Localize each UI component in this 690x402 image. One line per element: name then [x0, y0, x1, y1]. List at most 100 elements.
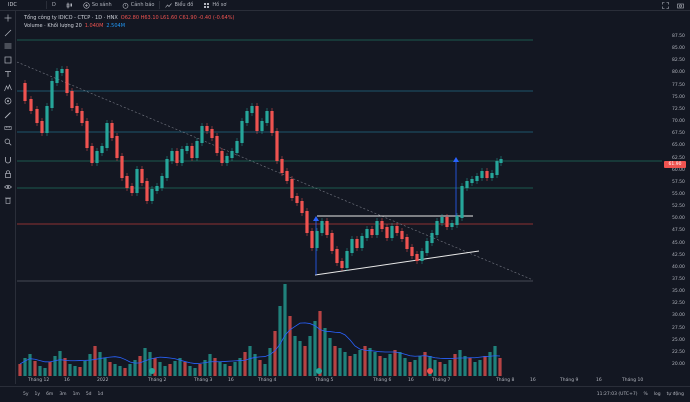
candle [135, 169, 139, 193]
lock-icon[interactable] [4, 170, 12, 178]
volume-bar [28, 354, 32, 376]
indicators-icon [165, 2, 173, 8]
volume-bar [423, 352, 427, 376]
eye-icon[interactable] [4, 183, 12, 191]
brush-icon[interactable] [4, 111, 12, 119]
volume-bar [33, 361, 37, 376]
auto-toggle[interactable]: tự động [666, 392, 684, 397]
candle [345, 251, 349, 268]
shape-icon[interactable] [4, 56, 12, 64]
event-marker[interactable] [149, 368, 155, 374]
volume-bar [288, 316, 292, 376]
candle [415, 254, 419, 261]
candle [185, 146, 189, 151]
indicators-button[interactable]: Biểu đồ [160, 0, 198, 11]
top-toolbar: IDC D So sánh Cảnh báo Biểu đồ Hồ sơ [0, 0, 690, 11]
time-axis-label: 2022 [97, 378, 109, 383]
prediction-icon[interactable] [4, 97, 12, 105]
price-axis-label: 27.50 [672, 325, 685, 331]
time-axis-label: Tháng 10 [622, 378, 644, 383]
volume-bar [308, 336, 312, 376]
fib-icon[interactable] [4, 42, 12, 50]
range-button-6m[interactable]: 6m [46, 392, 54, 397]
volume-bar [318, 311, 322, 376]
log-toggle[interactable]: log [653, 392, 661, 397]
templates-label: Hồ sơ [212, 2, 227, 8]
volume-bar [413, 360, 417, 376]
fullscreen-icon[interactable] [662, 2, 669, 9]
pattern-icon[interactable] [4, 84, 12, 92]
time-axis-label: 16 [596, 378, 602, 383]
price-chart[interactable] [17, 12, 662, 384]
alert-label: Cảnh báo [130, 2, 155, 8]
drawing-toolbar [0, 11, 16, 384]
time-axis-label: Tháng 4 [258, 378, 277, 383]
chart-pane[interactable] [17, 12, 662, 384]
grid-icon [204, 2, 210, 8]
ruler-icon[interactable] [4, 124, 12, 132]
candle-icon [66, 2, 72, 8]
candle [375, 221, 379, 235]
candle [29, 99, 33, 111]
volume-bar [473, 362, 477, 376]
range-button-3m[interactable]: 3m [59, 392, 67, 397]
candle [145, 181, 149, 201]
crosshair-icon[interactable] [4, 14, 12, 22]
volume-bar [448, 360, 452, 376]
volume-bar [108, 362, 112, 376]
volume-bar [433, 360, 437, 376]
candle [275, 131, 279, 161]
magnet-icon[interactable] [4, 156, 12, 164]
volume-bar [158, 362, 162, 376]
support-line[interactable] [314, 250, 480, 276]
candle [385, 227, 389, 238]
volume-bar [123, 368, 127, 376]
range-button-1d[interactable]: 1d [97, 392, 104, 397]
time-axis-label: Tháng 3 [194, 378, 213, 383]
candle [110, 123, 114, 138]
event-marker[interactable] [316, 368, 322, 374]
candle [335, 249, 339, 263]
price-axis-label: 32.50 [672, 301, 685, 307]
range-button-5d[interactable]: 5d [85, 392, 92, 397]
volume-bar [238, 358, 242, 376]
volume-bar [138, 356, 142, 376]
candle [60, 69, 64, 73]
compare-button[interactable]: So sánh [78, 0, 117, 11]
symbol-search-button[interactable]: IDC [0, 0, 46, 11]
percent-toggle[interactable]: % [643, 392, 648, 397]
interval-button[interactable]: D [47, 0, 61, 11]
candle [460, 186, 464, 218]
price-axis-label: 35.00 [672, 289, 685, 295]
candle [305, 211, 309, 233]
templates-button[interactable]: Hồ sơ [198, 0, 231, 11]
candle [75, 106, 79, 113]
alert-button[interactable]: Cảnh báo [117, 0, 160, 11]
volume-bar [73, 366, 77, 376]
trash-icon[interactable] [4, 196, 12, 204]
range-button-1m[interactable]: 1m [72, 392, 80, 397]
candle [455, 216, 459, 225]
volume-bar [468, 358, 472, 376]
candle [45, 106, 49, 133]
trendline-icon[interactable] [4, 29, 12, 37]
camera-icon[interactable] [677, 2, 684, 9]
event-marker[interactable] [427, 368, 433, 374]
chart-type-button[interactable] [61, 0, 78, 11]
dotted-trendline[interactable] [17, 61, 534, 281]
volume-bar [203, 360, 207, 376]
volume-bar [428, 356, 432, 376]
range-button-5y[interactable]: 5y [23, 392, 29, 397]
volume-bar [193, 368, 197, 376]
volume-bar [283, 284, 287, 376]
volume-bar [23, 358, 27, 376]
zoom-icon[interactable] [4, 138, 12, 146]
time-axis-label: Tháng 9 [560, 378, 579, 383]
range-button-1y[interactable]: 1y [34, 392, 41, 397]
volume-bar [118, 366, 122, 376]
text-icon[interactable] [4, 70, 12, 78]
candle [190, 146, 194, 158]
candle [150, 189, 154, 201]
candle [195, 141, 199, 158]
candle [260, 121, 264, 131]
